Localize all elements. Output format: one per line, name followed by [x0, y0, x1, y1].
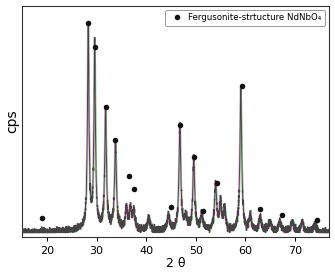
X-axis label: 2 θ: 2 θ: [166, 258, 186, 270]
Legend: Fergusonite-strtucture NdNbO₄: Fergusonite-strtucture NdNbO₄: [165, 10, 325, 26]
Y-axis label: cps: cps: [6, 110, 19, 133]
